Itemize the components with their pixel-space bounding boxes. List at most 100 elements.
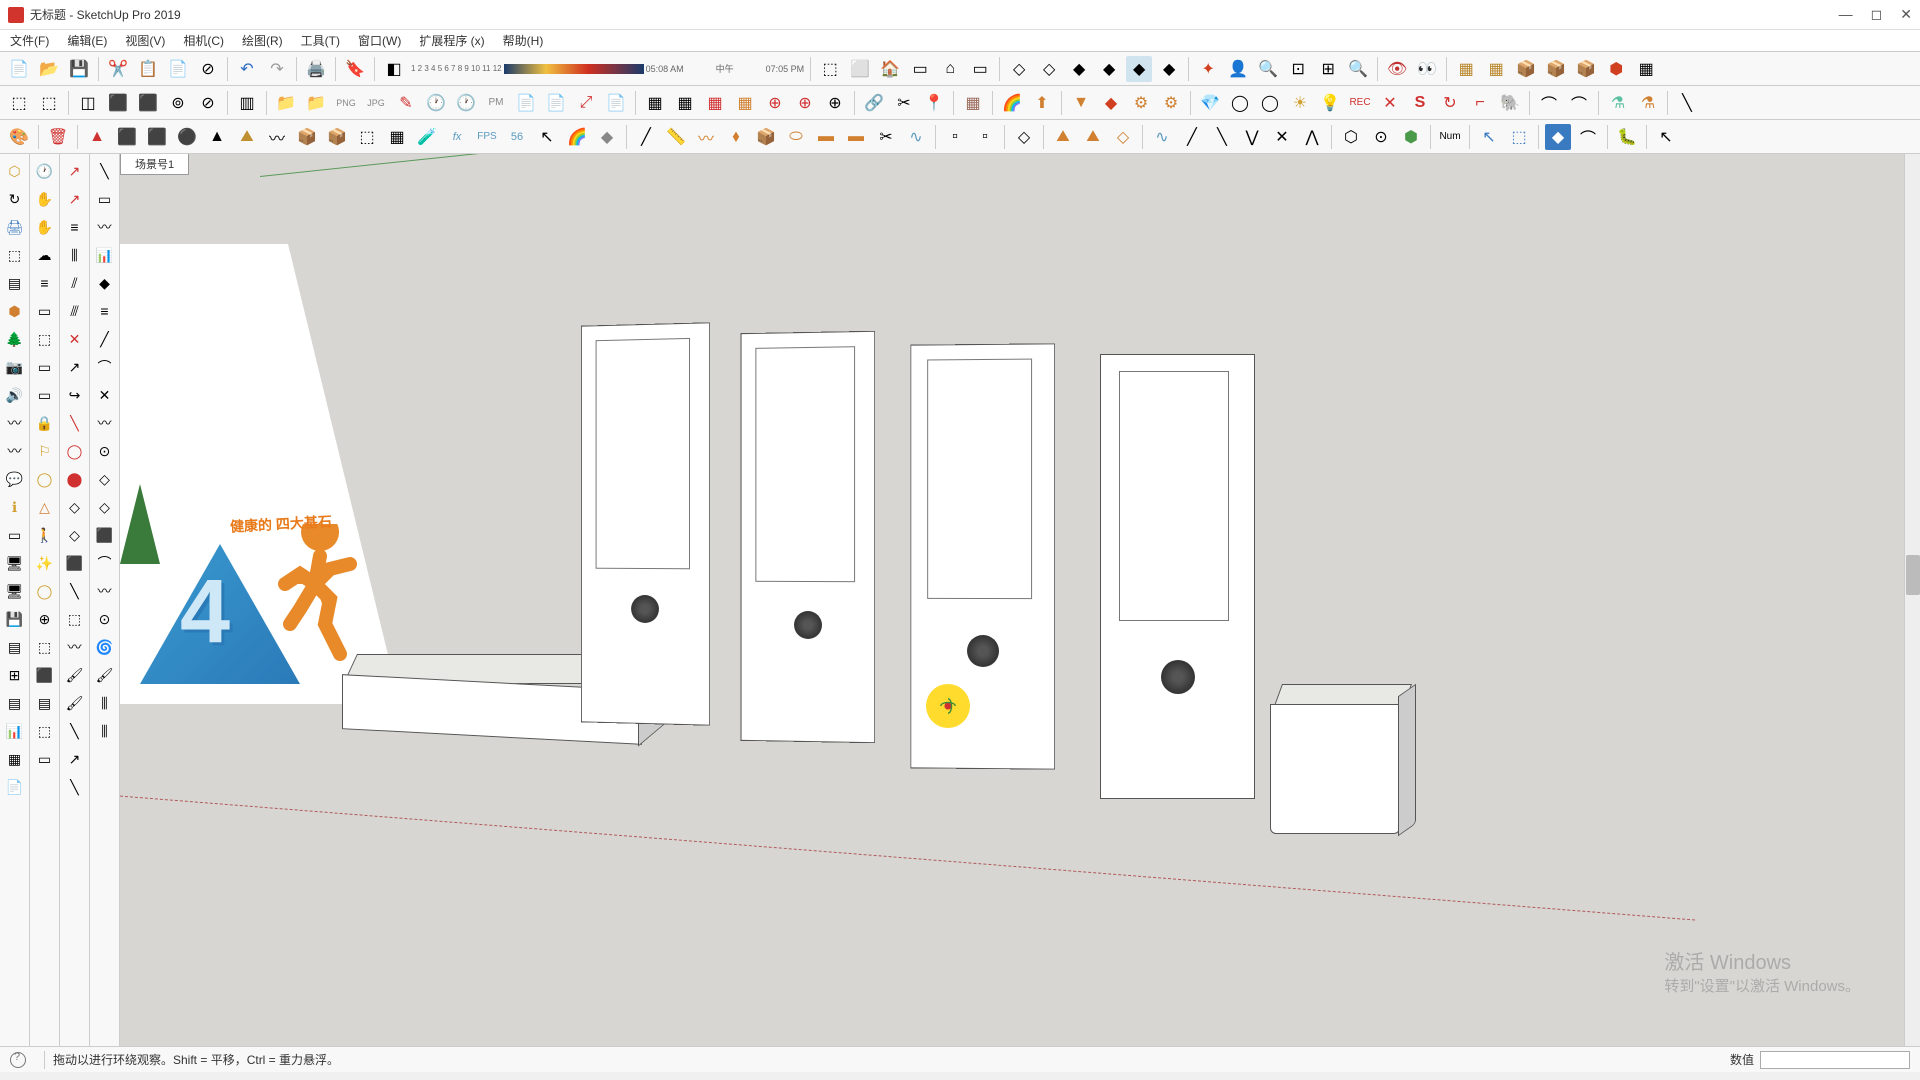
eye-icon[interactable]: 👁 xyxy=(1384,56,1410,82)
zigzag-icon[interactable]: 〰 xyxy=(62,634,88,660)
roof2-icon[interactable]: ⛰ xyxy=(1080,124,1106,150)
help-icon[interactable] xyxy=(10,1052,26,1068)
diamond4-icon[interactable]: ◆ xyxy=(92,270,118,296)
mirror-icon[interactable]: ▲ xyxy=(84,124,110,150)
cube2-icon[interactable]: ⬛ xyxy=(144,124,170,150)
doc1-icon[interactable]: 📄 xyxy=(513,90,539,116)
select-icon[interactable]: ⬚ xyxy=(6,90,32,116)
down-tri-icon[interactable]: ▼ xyxy=(1068,90,1094,116)
info-icon[interactable]: ℹ xyxy=(2,494,28,520)
bug-icon[interactable]: 🐛 xyxy=(1614,124,1640,150)
refresh-icon[interactable]: ↻ xyxy=(2,186,28,212)
s-icon[interactable]: S xyxy=(1407,90,1433,116)
right-view-icon[interactable]: ▭ xyxy=(907,56,933,82)
layers6-icon[interactable]: ▤ xyxy=(32,690,58,716)
wave1-icon[interactable]: ∿ xyxy=(1149,124,1175,150)
fps-icon[interactable]: FPS xyxy=(474,124,500,150)
tree-icon[interactable]: 🌲 xyxy=(2,326,28,352)
eraser-icon[interactable]: ⬧ xyxy=(723,124,749,150)
redo-icon[interactable]: ↷ xyxy=(264,56,290,82)
bulb-icon[interactable]: 💡 xyxy=(1317,90,1343,116)
columns-icon[interactable]: ⫼ xyxy=(92,718,118,744)
bottle-icon[interactable]: 🧪 xyxy=(414,124,440,150)
zoom-extents-icon[interactable]: ⊞ xyxy=(1315,56,1341,82)
diag4-icon[interactable]: ╲ xyxy=(62,718,88,744)
green-hex-icon[interactable]: ⬢ xyxy=(1398,124,1424,150)
sparkle-icon[interactable]: ✨ xyxy=(32,550,58,576)
arrow-curve-icon[interactable]: ↪ xyxy=(62,382,88,408)
chart-icon[interactable]: 📊 xyxy=(2,718,28,744)
roof3-icon[interactable]: ◇ xyxy=(1110,124,1136,150)
menu-edit[interactable]: 编辑(E) xyxy=(63,30,111,51)
rainbow-icon[interactable]: 🌈 xyxy=(999,90,1025,116)
pm-icon[interactable]: PM xyxy=(483,90,509,116)
arc3-icon[interactable]: ⌒ xyxy=(1575,124,1601,150)
ext2-icon[interactable]: ▦ xyxy=(1483,56,1509,82)
align2-icon[interactable]: ▫ xyxy=(972,124,998,150)
delete-icon[interactable]: ⊘ xyxy=(195,56,221,82)
curve-icon[interactable]: 〰 xyxy=(693,124,719,150)
monitor-icon[interactable]: 🖥 xyxy=(2,550,28,576)
png-export-icon[interactable]: PNG xyxy=(333,90,359,116)
line-tool-icon[interactable]: ╱ xyxy=(633,124,659,150)
target2-icon[interactable]: ⊕ xyxy=(32,606,58,632)
hand2-icon[interactable]: ✋ xyxy=(32,214,58,240)
ext4-icon[interactable]: 📦 xyxy=(1543,56,1569,82)
circ3-icon[interactable]: ◯ xyxy=(32,578,58,604)
diamond-icon[interactable]: ◆ xyxy=(1098,90,1124,116)
hidden-line-icon[interactable]: ◆ xyxy=(1066,56,1092,82)
top-view-icon[interactable]: ⬜ xyxy=(847,56,873,82)
extrude-icon[interactable]: ▬ xyxy=(813,124,839,150)
group-icon[interactable]: ⬛ xyxy=(105,90,131,116)
rect4-icon[interactable]: ▭ xyxy=(32,746,58,772)
menu-draw[interactable]: 绘图(R) xyxy=(238,30,287,51)
swirl-icon[interactable]: 🌀 xyxy=(92,634,118,660)
cursor-icon[interactable]: ↖ xyxy=(534,124,560,150)
slash1-icon[interactable]: ╱ xyxy=(1179,124,1205,150)
path-icon[interactable]: ∿ xyxy=(903,124,929,150)
camera-icon[interactable]: 📷 xyxy=(2,354,28,380)
align1-icon[interactable]: ▫ xyxy=(942,124,968,150)
cylinder-icon[interactable]: ⬭ xyxy=(783,124,809,150)
close-button[interactable]: ✕ xyxy=(1900,6,1912,23)
spiral-icon[interactable]: ◯ xyxy=(1257,90,1283,116)
ext5-icon[interactable]: 📦 xyxy=(1573,56,1599,82)
diamond3-icon[interactable]: ◇ xyxy=(62,522,88,548)
xray-icon[interactable]: ◇ xyxy=(1006,56,1032,82)
layers-icon[interactable]: ▥ xyxy=(234,90,260,116)
kiosk-panel-1[interactable] xyxy=(581,322,710,725)
copy-icon[interactable]: 📋 xyxy=(135,56,161,82)
gear-orange-icon[interactable]: ⚙ xyxy=(1128,90,1154,116)
disk-icon[interactable]: 💾 xyxy=(2,606,28,632)
menu-tools[interactable]: 工具(T) xyxy=(297,30,344,51)
flask2-icon[interactable]: ⚗ xyxy=(1635,90,1661,116)
plus-doc-icon[interactable]: 📄 xyxy=(603,90,629,116)
lines3-icon[interactable]: ≡ xyxy=(92,298,118,324)
56-icon[interactable]: 56 xyxy=(504,124,530,150)
axes-icon[interactable]: ✦ xyxy=(1195,56,1221,82)
shadow-toggle-icon[interactable]: ◧ xyxy=(381,56,407,82)
layers3-icon[interactable]: ▤ xyxy=(2,634,28,660)
expand-icon[interactable]: ⤢ xyxy=(573,90,599,116)
black-brush-icon[interactable]: 🖌 xyxy=(92,662,118,688)
maximize-button[interactable]: ◻ xyxy=(1871,6,1883,23)
pin-icon[interactable]: 📍 xyxy=(921,90,947,116)
clock-icon[interactable]: 🕐 xyxy=(32,158,58,184)
flag-icon[interactable]: ▬ xyxy=(843,124,869,150)
cube1-icon[interactable]: ⬛ xyxy=(114,124,140,150)
diag3-icon[interactable]: ╲ xyxy=(62,578,88,604)
explode-icon[interactable]: ⊚ xyxy=(165,90,191,116)
scrollbar-thumb[interactable] xyxy=(1906,555,1920,595)
printer2-icon[interactable]: 🖨 xyxy=(2,214,28,240)
red-circle-icon[interactable]: ⊕ xyxy=(762,90,788,116)
cone-icon[interactable]: ▲ xyxy=(204,124,230,150)
clock2-icon[interactable]: 🕐 xyxy=(453,90,479,116)
measurement-input[interactable] xyxy=(1760,1051,1910,1069)
back-view-icon[interactable]: ⌂ xyxy=(937,56,963,82)
layers2-icon[interactable]: ▤ xyxy=(2,270,28,296)
target-icon[interactable]: ⊕ xyxy=(792,90,818,116)
diamond-tool-icon[interactable]: ◇ xyxy=(1011,124,1037,150)
box-3d-icon[interactable]: ⬚ xyxy=(62,606,88,632)
arc5-icon[interactable]: ⌒ xyxy=(92,550,118,576)
cube-small-icon[interactable]: ⬚ xyxy=(32,326,58,352)
